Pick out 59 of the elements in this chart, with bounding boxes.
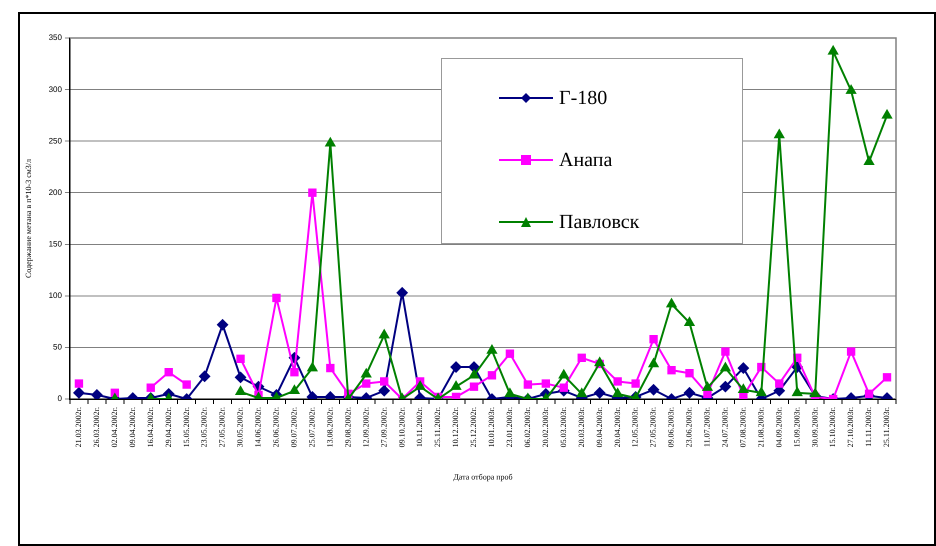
y-axis-title: Содержание метана в п*10-3 см3/л: [24, 158, 33, 278]
x-tick-label: 25.11.2003г.: [882, 407, 892, 448]
x-tick-label: 20.04.2003г.: [612, 407, 622, 448]
x-tick-label: 30.05.2002г.: [236, 407, 245, 448]
x-tick-label: 16.04.2002г.: [146, 407, 155, 448]
legend-label: Павловск: [559, 210, 640, 234]
x-tick-label: 30.09.2003г.: [810, 407, 820, 448]
x-tick-label: 02.04.2002г.: [110, 407, 119, 448]
x-tick-label: 13.08.2002г.: [325, 407, 334, 448]
x-tick-label: 20.03.2003г.: [576, 407, 586, 448]
x-tick-label: 09.07.2002г.: [290, 407, 299, 448]
x-tick-label: 23.05.2002г.: [200, 407, 209, 448]
x-tick-label: 09.04.2002г.: [128, 407, 137, 448]
x-tick-label: 25.11.2002г.: [433, 407, 442, 448]
x-tick-label: 21.08.2003г.: [756, 407, 766, 448]
x-tick-label: 26.06.2002г.: [272, 407, 281, 448]
x-tick-label: 27.05.2002г.: [218, 407, 227, 448]
x-tick-label: 23.06.2003г.: [684, 407, 694, 448]
y-tick-label: 0: [57, 394, 62, 404]
x-tick-label: 11.11.2003г.: [864, 407, 874, 447]
y-tick-label: 50: [53, 342, 62, 352]
x-tick-label: 20.02.2003г.: [540, 407, 550, 448]
y-tick-label: 250: [48, 136, 62, 146]
x-tick-label: 15.09.2003г.: [792, 407, 802, 448]
x-tick-label: 27.10.2003г.: [846, 407, 856, 448]
x-tick-label: 09.10.2002г.: [397, 407, 406, 448]
x-tick-label: 09.04.2003г.: [594, 407, 604, 448]
x-tick-label: 26.03.2002г.: [92, 407, 101, 448]
legend-label: Анапа: [559, 148, 612, 172]
x-tick-label: 25.07.2002г.: [307, 407, 316, 448]
x-tick-label: 27.09.2002г.: [379, 407, 388, 448]
x-tick-label: 14.06.2002г.: [254, 407, 263, 448]
x-tick-label: 23.01.2003г.: [505, 407, 514, 448]
y-tick-label: 300: [48, 84, 62, 94]
y-tick-label: 100: [48, 291, 62, 300]
x-tick-label: 12.05.2003г.: [630, 407, 640, 448]
y-tick-label: 200: [48, 188, 62, 197]
x-tick-label: 06.02.2003г.: [522, 407, 532, 448]
x-tick-label: 15.05.2002г.: [182, 407, 191, 448]
x-axis-title: Дата отбора проб: [453, 472, 513, 482]
y-tick-label: 350: [48, 33, 62, 42]
x-tick-label: 09.06.2003г.: [666, 407, 676, 448]
x-tick-label: 10.11.2002г.: [415, 407, 424, 448]
y-tick-label: 150: [48, 240, 62, 248]
x-tick-label: 29.04.2002г.: [164, 407, 173, 448]
x-tick-label: 29.08.2002г.: [343, 407, 352, 448]
legend-label: Г-180: [559, 86, 608, 110]
x-tick-label: 05.03.2003г.: [558, 407, 568, 448]
x-tick-label: 04.09.2003г.: [774, 407, 784, 448]
x-tick-label: 15.10.2003г.: [828, 407, 838, 448]
x-tick-label: 11.07.2003г.: [702, 407, 712, 448]
x-tick-label: 07.08.2003г.: [738, 407, 748, 448]
x-tick-label: 25.12.2002г.: [469, 407, 478, 448]
x-tick-label: 21.03.2002г.: [74, 407, 84, 448]
x-tick-label: 24.07.2003г.: [720, 407, 730, 448]
x-tick-label: 27.05.2003г.: [648, 407, 658, 448]
x-tick-label: 10.01.2003г.: [487, 407, 496, 448]
x-tick-label: 10.12.2002г.: [451, 407, 460, 448]
x-tick-label: 12.09.2002г.: [361, 407, 370, 448]
